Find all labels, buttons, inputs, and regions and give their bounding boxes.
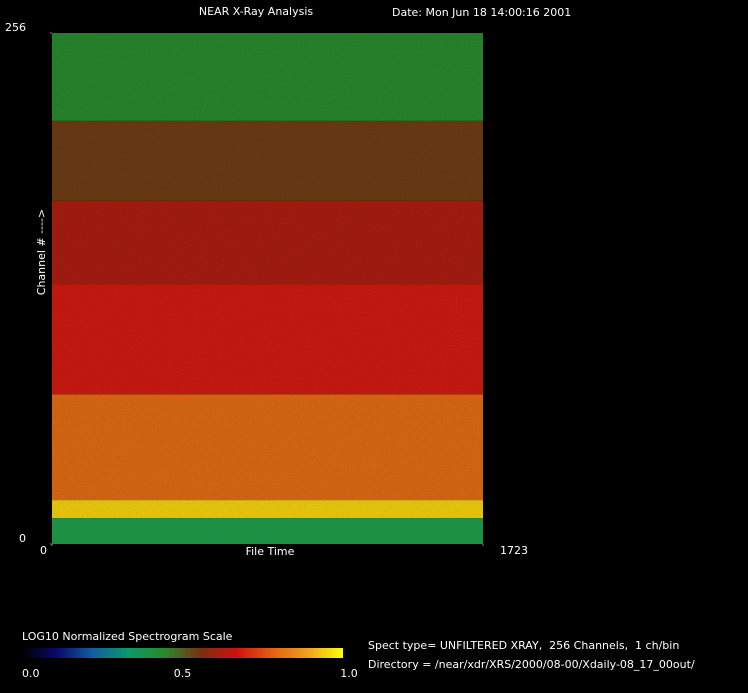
colorbar	[22, 648, 343, 658]
chart-title: NEAR X-Ray Analysis	[199, 5, 314, 18]
chart-subtitle: Date: Mon Jun 18 14:00:16 2001	[392, 6, 571, 19]
heatmap	[52, 33, 483, 544]
y-axis-label: Channel # ---->	[35, 209, 48, 295]
y-tick-label: 0	[19, 532, 26, 545]
note: Directory = /near/xdr/XRS/2000/08-00/Xda…	[368, 658, 695, 671]
colorbar-tick-label: 1.0	[340, 667, 358, 680]
y-tick-label: 256	[5, 21, 26, 34]
colorbar-tick-label: 0.0	[22, 667, 40, 680]
heatmap-cell	[52, 518, 483, 544]
x-axis-label: File Time	[246, 545, 295, 558]
x-tick-label: 1723	[500, 544, 528, 557]
note: Spect type= UNFILTERED XRAY, 256 Channel…	[368, 639, 679, 652]
colorbar-tick-label: 0.5	[174, 667, 192, 680]
x-tick-label: 0	[40, 544, 47, 557]
colorbar-label: LOG10 Normalized Spectrogram Scale	[22, 630, 233, 643]
